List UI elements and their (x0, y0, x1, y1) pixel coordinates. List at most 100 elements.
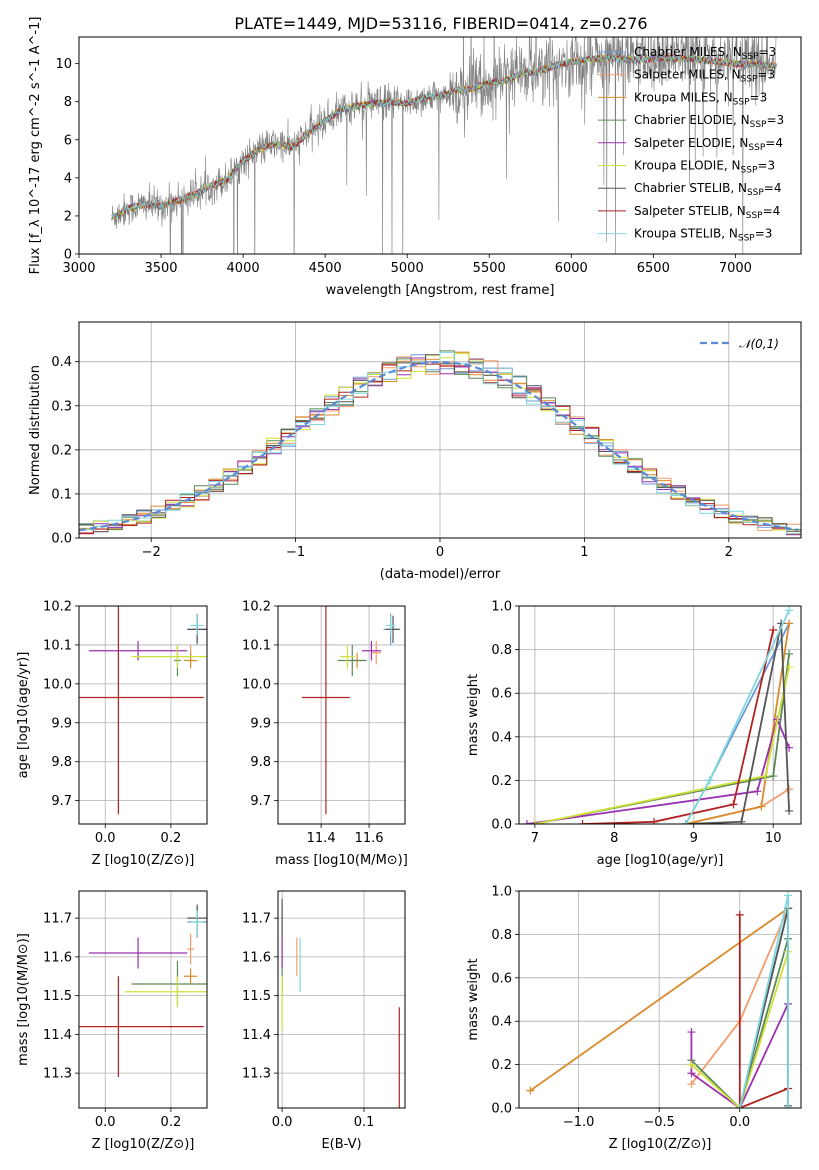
y-tick-label: 9.8 (250, 755, 271, 770)
legend-entry-name: Chabrier ELODIE, N (634, 113, 750, 127)
legend-entry-sub: SSP (733, 97, 750, 107)
x-tick-label: 10 (765, 831, 782, 846)
errorbar-point (79, 606, 204, 815)
x-tick-label: 9 (690, 831, 698, 846)
errorbar-point (88, 937, 188, 969)
x-tick-label: 11.6 (355, 831, 384, 846)
y-tick-label: 0.4 (51, 355, 72, 370)
legend-entry-sub: SSP (741, 166, 758, 176)
errorbar-point (184, 652, 198, 669)
y-tick-label: 11.5 (242, 989, 271, 1004)
y-tick-label: 9.7 (250, 794, 271, 809)
weight-marker (737, 817, 746, 824)
axes-frame (78, 36, 802, 255)
weight-series-line (534, 653, 790, 824)
weight-marker (650, 817, 659, 824)
y-tick-label: 0.8 (491, 643, 512, 658)
x-tick-label: 0.0 (272, 1115, 293, 1130)
y-tick-label: 10.2 (43, 600, 72, 615)
weight-marker (578, 820, 587, 824)
spectrum-panel: 3000 3500 4000 4500 5000 5500 6000 6500 7000 0 2 4 6… (28, 17, 802, 298)
y-tick-label: 0.3 (51, 399, 72, 414)
legend-entry: Salpeter MILES, NSSP=3 (634, 68, 775, 85)
histograms (79, 350, 801, 536)
legend-entry-n: =4 (764, 181, 782, 195)
y-axis-label: mass weight (466, 674, 481, 756)
y-tick-label: 6 (64, 133, 72, 148)
y-tick-label: 9.8 (51, 755, 72, 770)
errorbars (79, 606, 207, 815)
weight-marker (785, 619, 794, 628)
spectrum-lines (111, 37, 777, 254)
x-tick-label: 0 (436, 545, 444, 560)
y-tick-label: 0.2 (491, 774, 512, 789)
x-tick-label: 4500 (309, 261, 342, 276)
axes-frame (78, 890, 208, 1109)
y-tick-label: 10.1 (242, 638, 271, 653)
y-tick-label: 11.4 (242, 1028, 271, 1043)
x-tick-label: 4000 (227, 261, 260, 276)
legend-entry-name: Kroupa ELODIE, N (634, 159, 741, 173)
weight-vs-age-panel: 7 8 9 10 0.0 0.2 0.4 0.6 0.8 1.0 age [log10(age/yr… (466, 600, 802, 868)
x-tick-label: 7000 (719, 261, 752, 276)
errorbar-point (88, 641, 188, 661)
y-tick-label: 11.7 (43, 912, 72, 927)
legend-entry-sub: SSP (738, 234, 755, 244)
x-axis-label: wavelength [Angstrom, rest frame] (326, 283, 555, 298)
y-tick-label: 11.3 (43, 1067, 72, 1082)
x-axis-label: age [log10(age/yr)] (597, 853, 724, 868)
x-axis-label: E(B-V) (321, 1137, 361, 1152)
y-tick-label: 0 (64, 248, 72, 263)
errorbar-point (385, 615, 401, 643)
axes-frame (78, 605, 208, 825)
weight-marker (769, 625, 778, 634)
weight-marker (785, 606, 794, 615)
errorbar-point (184, 968, 198, 984)
x-axis-label: Z [log10(Z/Z⊙)] (92, 853, 195, 868)
x-tick-label: 6000 (555, 261, 588, 276)
y-tick-label: 11.4 (43, 1028, 72, 1043)
legend-entry: Chabrier STELIB, NSSP=4 (634, 181, 782, 198)
age-vs-mass-panel: 11.4 11.6 9.7 9.8 9.9 10.0 10.1 10.2 mass [log10… (242, 600, 408, 869)
x-tick-label: 8 (610, 831, 618, 846)
legend-entry-name: Kroupa MILES, N (634, 90, 733, 104)
x-tick-label: 0.2 (161, 1115, 182, 1130)
errorbar-point (131, 644, 207, 669)
residual-histogram (79, 351, 801, 535)
errorbar-point (340, 644, 355, 669)
weight-marker (705, 776, 714, 785)
x-axis-label: mass [log10(M/M⊙)] (275, 853, 408, 868)
y-tick-label: 0.6 (491, 687, 512, 702)
y-axis-label: Flux [f_λ 10^-17 erg cm^-2 s^-1 A^-1] (28, 17, 43, 275)
weight-series-line (685, 623, 790, 824)
axes-frame (277, 890, 406, 1109)
y-tick-label: 11.7 (242, 912, 271, 927)
residuals-panel: −2 −1 0 1 2 0.0 0.1 0.2 0.3 0.4 (data-model)/error… (28, 321, 802, 582)
weight-series-line (582, 629, 775, 824)
legend-entry-name: Chabrier MILES, N (634, 45, 742, 59)
weight-series-line (690, 951, 789, 1108)
y-tick-label: 11.3 (242, 1067, 271, 1082)
weight-lines (526, 891, 793, 1108)
y-tick-label: 10 (55, 57, 72, 72)
mass-vs-Z-panel: 0.0 0.2 11.3 11.4 11.5 11.6 11.7 Z [log10(Z/Z⊙)… (16, 890, 208, 1152)
weight-series-line (690, 938, 789, 1108)
legend-entry-name: Salpeter MILES, N (634, 68, 741, 82)
weight-series-line (526, 716, 790, 824)
errorbar-point (301, 606, 350, 815)
legend-entry-n: =3 (759, 45, 777, 59)
weight-marker (761, 772, 770, 781)
errorbar-point (371, 641, 382, 665)
y-tick-label: 10.0 (242, 677, 271, 692)
legend-entry-name: Chabrier STELIB, N (634, 181, 747, 195)
weight-marker (785, 649, 794, 658)
legend-entry-n: =3 (750, 90, 768, 104)
weight-marker (522, 820, 531, 824)
weight-marker (681, 820, 690, 824)
errorbar-point (124, 976, 207, 1008)
legend-entry: Kroupa STELIB, NSSP=3 (634, 227, 772, 244)
y-tick-label: 0.0 (491, 818, 512, 833)
x-tick-label: 11.4 (307, 831, 336, 846)
